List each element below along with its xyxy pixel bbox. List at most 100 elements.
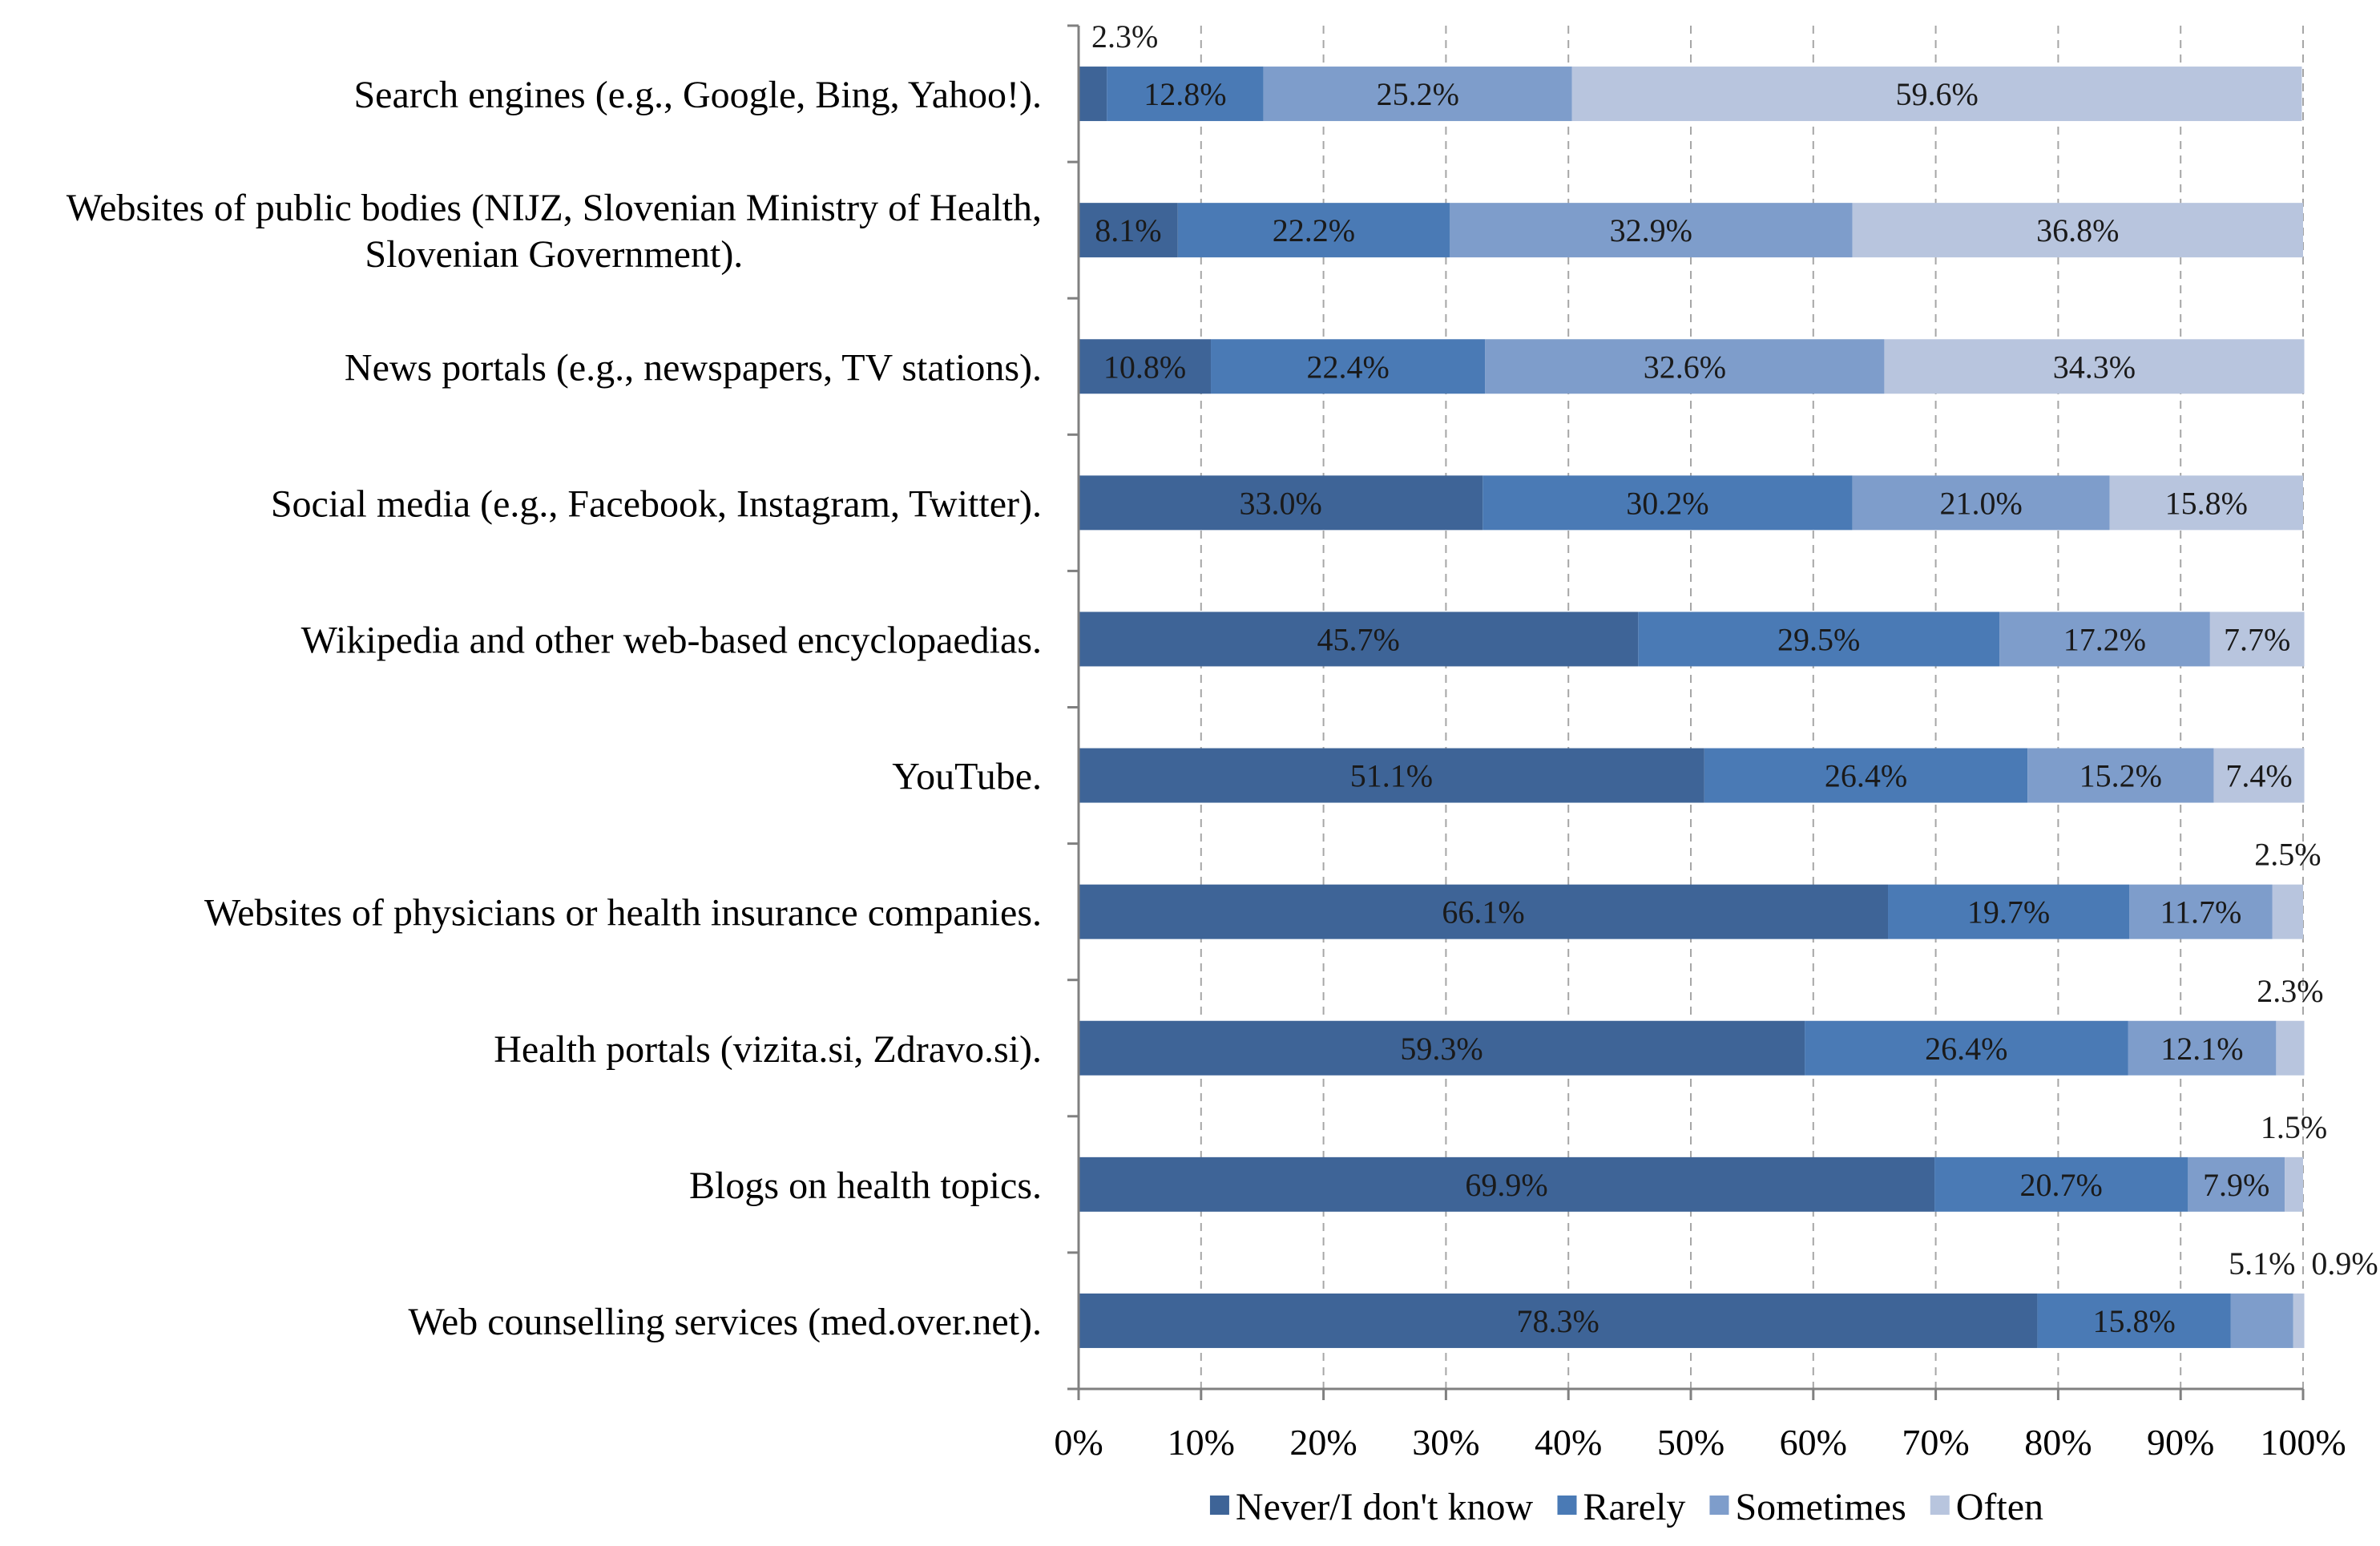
bar-segment — [1884, 339, 2305, 394]
x-tick-label: 100% — [2260, 1422, 2346, 1463]
x-tick-label: 20% — [1289, 1422, 1357, 1463]
x-tick-label: 30% — [1412, 1422, 1479, 1463]
category-label: Wikipedia and other web-based encyclopae… — [301, 619, 1042, 661]
bars — [1079, 67, 2305, 1348]
category-label: YouTube. — [892, 756, 1042, 798]
grid-lines — [1200, 26, 2304, 1389]
bar-segment — [1704, 748, 2028, 803]
x-tick-label: 10% — [1168, 1422, 1235, 1463]
data-label: 20.7% — [2020, 1167, 2103, 1203]
data-label: 15.8% — [2165, 485, 2248, 521]
category-label: Health portals (vizita.si, Zdravo.si). — [494, 1028, 1042, 1071]
data-label: 34.3% — [2053, 349, 2136, 385]
bar-segment — [2109, 475, 2303, 531]
data-label: 2.5% — [2254, 837, 2321, 873]
bar-segment — [1449, 203, 1853, 258]
data-label: 10.8% — [1103, 349, 1186, 385]
data-label: 26.4% — [1825, 758, 1907, 794]
bar-segment — [2276, 1020, 2305, 1076]
bar-segment — [1934, 1156, 2188, 1212]
data-label: 32.9% — [1610, 212, 1692, 248]
legend-label: Often — [1956, 1486, 2043, 1528]
bar-segment — [1079, 1020, 1805, 1076]
data-label: 22.2% — [1273, 212, 1355, 248]
x-tick-label: 90% — [2147, 1422, 2214, 1463]
category-label: Websites of physicians or health insuran… — [204, 892, 1042, 934]
bar-segment — [1079, 884, 1889, 939]
data-label: 2.3% — [1091, 18, 1158, 54]
data-label: 51.1% — [1350, 758, 1433, 794]
bar-segment — [1482, 475, 1853, 531]
bar-segment — [1485, 339, 1885, 394]
bar-segment — [2027, 748, 2214, 803]
axes — [1067, 24, 2305, 1400]
bar-segment — [1079, 475, 1483, 531]
data-label: 22.4% — [1306, 349, 1389, 385]
data-label: 59.6% — [1895, 76, 1978, 112]
bar-segment — [1571, 67, 2302, 122]
legend-swatch — [1209, 1496, 1229, 1515]
bar-segment — [1107, 67, 1264, 122]
category-labels: Search engines (e.g., Google, Bing, Yaho… — [67, 74, 1042, 1343]
category-label: Web counselling services (med.over.net). — [408, 1301, 1042, 1343]
data-label: 12.1% — [2160, 1031, 2243, 1067]
category-label: Search engines (e.g., Google, Bing, Yaho… — [353, 74, 1042, 116]
x-tick-label: 50% — [1657, 1422, 1724, 1463]
data-label: 36.8% — [2036, 212, 2119, 248]
x-tick-label: 70% — [1902, 1422, 1969, 1463]
legend-label: Rarely — [1583, 1486, 1685, 1528]
bar-segment — [2209, 612, 2305, 667]
bar-segment — [1852, 475, 2110, 531]
legend-label: Never/I don't know — [1236, 1486, 1534, 1528]
x-tick-label: 0% — [1054, 1422, 1103, 1463]
data-label: 1.5% — [2261, 1109, 2327, 1145]
bar-segment — [2230, 1293, 2293, 1348]
data-label: 15.2% — [2079, 758, 2162, 794]
bar-segment — [1079, 748, 1704, 803]
legend-label: Sometimes — [1735, 1486, 1906, 1528]
bar-segment — [1888, 884, 2130, 939]
data-label: 7.9% — [2203, 1167, 2269, 1203]
bar-segment — [1079, 67, 1107, 122]
legend-swatch — [1709, 1496, 1729, 1515]
data-label: 19.7% — [1967, 894, 2050, 930]
data-label: 15.8% — [2092, 1303, 2175, 1339]
bar-segment — [1079, 612, 1639, 667]
category-label: Slovenian Government). — [365, 233, 743, 276]
data-label: 29.5% — [1777, 621, 1860, 657]
bar-segment — [2213, 748, 2305, 803]
bar-segment — [2272, 884, 2303, 939]
bar-segment — [1079, 203, 1178, 258]
data-label: 69.9% — [1465, 1167, 1547, 1203]
bar-segment — [2293, 1293, 2305, 1348]
data-label: 11.7% — [2160, 894, 2241, 930]
bar-segment — [2129, 884, 2273, 939]
x-tick-label: 60% — [1780, 1422, 1847, 1463]
bar-segment — [2285, 1156, 2303, 1212]
data-label: 5.1% — [2229, 1245, 2295, 1282]
bar-segment — [1211, 339, 1486, 394]
data-label: 12.8% — [1144, 76, 1226, 112]
data-label: 66.1% — [1442, 894, 1524, 930]
category-label: Social media (e.g., Facebook, Instagram,… — [271, 482, 1042, 525]
data-label: 33.0% — [1239, 485, 1321, 521]
data-label: 26.4% — [1925, 1031, 2007, 1067]
category-label: News portals (e.g., newspapers, TV stati… — [345, 346, 1042, 389]
bar-segment — [2188, 1156, 2285, 1212]
bar-segment — [1177, 203, 1450, 258]
data-label: 2.3% — [2257, 973, 2323, 1009]
data-label: 32.6% — [1644, 349, 1726, 385]
x-tick-label: 40% — [1535, 1422, 1602, 1463]
legend-swatch — [1930, 1496, 1950, 1515]
data-label: 25.2% — [1377, 76, 1459, 112]
bar-segment — [2128, 1020, 2277, 1076]
bar-segment — [1263, 67, 1572, 122]
segment-labels: 2.3% 12.8% 25.2% 59.6% 8.1% 22.2% 32.9% 36.8% 10… — [1091, 18, 2378, 1339]
x-tick-labels: 0% 10% 20% 30% 40% 50% 60% 70% 80% 90% 100% — [1054, 1422, 2346, 1463]
bar-segment — [1079, 1293, 2038, 1348]
data-label: 17.2% — [2063, 621, 2146, 657]
legend: Never/I don't know Rarely Sometimes Often — [1209, 1486, 2043, 1528]
data-label: 21.0% — [1939, 485, 2022, 521]
data-label: 7.4% — [2225, 758, 2292, 794]
